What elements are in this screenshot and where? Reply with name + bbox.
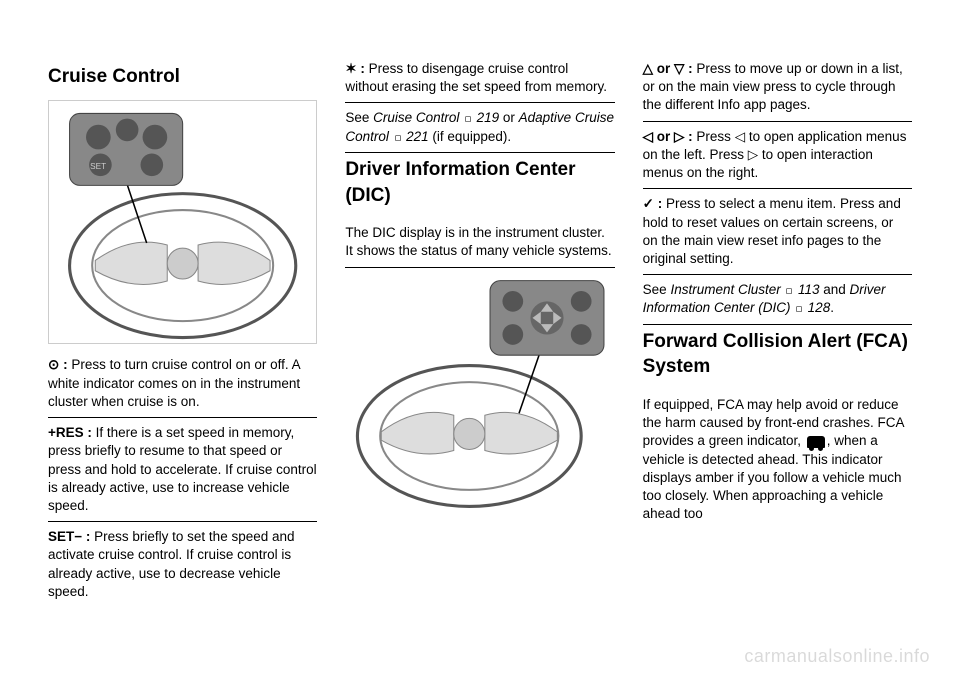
body-text: Press to disengage cruise control withou… [345,61,607,94]
select-block: ✓ : Press to select a menu item. Press a… [643,189,912,275]
updown-block: △ or ▽ : Press to move up or down in a l… [643,60,912,122]
page-number: 219 [477,110,500,125]
right-icon: ▷ [748,147,758,162]
steering-wheel-right-icon [345,268,614,513]
column-3: △ or ▽ : Press to move up or down in a l… [643,60,912,607]
steering-wheel-left-icon: SET [49,101,316,344]
leftright-block: ◁ or ▷ : Press ◁ to open application men… [643,122,912,190]
check-icon: ✓ [643,195,654,213]
see-cluster-block: See Instrument Cluster ⬦ 113 and Driver … [643,275,912,324]
cruise-onoff-icon: ⊙ [48,356,59,374]
cancel-block: ✶ : Press to disengage cruise control wi… [345,60,614,103]
body-text: and [819,282,849,297]
dic-heading: Driver Information Center (DIC) [345,157,614,208]
fca-block: If equipped, FCA may help avoid or reduc… [643,390,912,530]
body-text: (if equipped). [429,129,512,144]
column-2: ✶ : Press to disengage cruise control wi… [345,60,614,607]
label: +RES : [48,425,92,440]
ref-instrument-cluster: Instrument Cluster [670,282,784,297]
watermark: carmanualsonline.info [744,644,930,668]
label: : [654,196,662,211]
manual-page: Cruise Control SET ⊙ : Press to turn c [0,0,960,647]
body-text: . [830,300,834,315]
ref-cruise-control: Cruise Control [373,110,463,125]
cancel-icon: ✶ [345,60,356,78]
label: : [357,61,365,76]
body-text: Press [693,129,735,144]
dic-buttons-illustration [345,268,614,513]
body-text: The DIC display is in the instrument clu… [345,225,611,258]
cruise-control-buttons-illustration: SET [48,100,317,345]
up-down-icon: △ or ▽ [643,60,685,78]
body-text: or [499,110,519,125]
label: : [684,61,692,76]
left-right-icon: ◁ or ▷ [643,128,685,146]
cruise-control-heading: Cruise Control [48,64,317,90]
body-text: See [345,110,373,125]
label: SET− : [48,529,90,544]
svg-text:SET: SET [90,162,106,171]
see-cruise-block: See Cruise Control ⬦ 219 or Adaptive Cru… [345,103,614,152]
body-text: Press to select a menu item. Press and h… [643,196,901,266]
page-number: 221 [406,129,429,144]
label: : [684,129,692,144]
set-block: SET− : Press briefly to set the speed an… [48,522,317,607]
cruise-onoff-block: ⊙ : Press to turn cruise control on or o… [48,350,317,418]
page-number: 128 [808,300,831,315]
label: : [59,357,67,372]
body-text: Press to turn cruise control on or off. … [48,357,300,408]
page-number: 113 [798,282,820,297]
body-text: See [643,282,671,297]
left-icon: ◁ [735,129,745,144]
column-1: Cruise Control SET ⊙ : Press to turn c [48,60,317,607]
dic-intro-block: The DIC display is in the instrument clu… [345,218,614,267]
res-block: +RES : If there is a set speed in memory… [48,418,317,522]
fca-heading: Forward Collision Alert (FCA) System [643,329,912,380]
vehicle-ahead-icon [807,436,825,448]
